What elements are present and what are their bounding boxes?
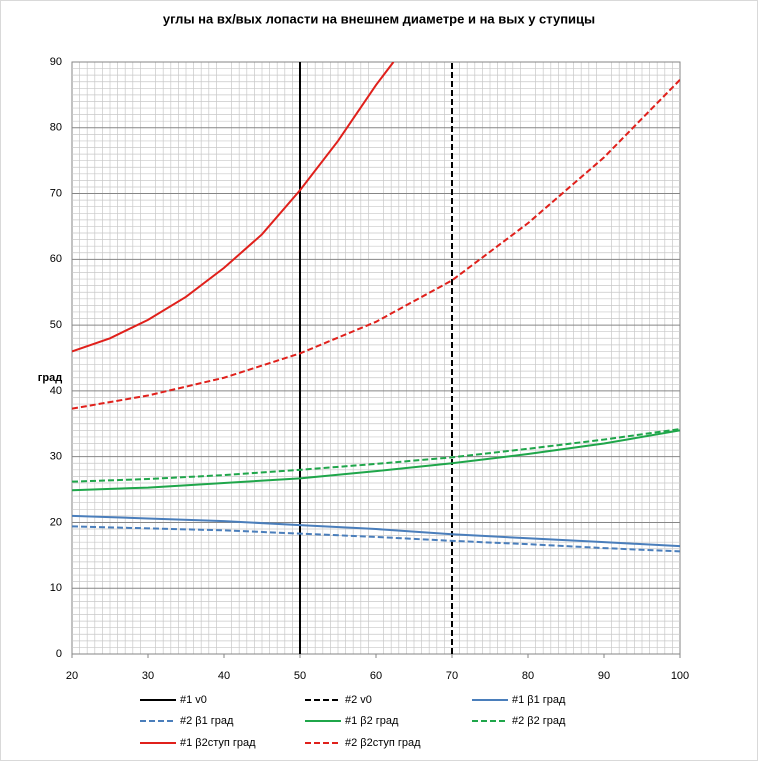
y-tick-label: 50 [50, 319, 62, 331]
x-tick-label: 90 [598, 670, 610, 682]
y-tick-label: 10 [50, 582, 62, 594]
legend-label: #1 β2 град [345, 715, 399, 727]
y-tick-label: 90 [50, 56, 62, 68]
series-line [72, 525, 680, 553]
x-tick-label: 70 [446, 670, 458, 682]
y-tick-label: 40 [50, 385, 62, 397]
legend-label: #1 v0 [180, 694, 207, 706]
y-tick-label: 30 [50, 451, 62, 463]
y-tick-label: 70 [50, 187, 62, 199]
y-tick-label: 80 [50, 122, 62, 134]
x-tick-label: 50 [294, 670, 306, 682]
legend-label: #1 β2ступ град [180, 737, 256, 749]
series-line [72, 62, 395, 353]
legend-label: #2 β2 град [512, 715, 566, 727]
y-axis-label: град [38, 372, 62, 384]
legend-label: #2 v0 [345, 694, 372, 706]
series-line [72, 428, 680, 483]
series-line [72, 429, 680, 492]
x-tick-label: 40 [218, 670, 230, 682]
y-tick-label: 0 [56, 648, 62, 660]
x-tick-label: 20 [66, 670, 78, 682]
x-tick-label: 100 [671, 670, 689, 682]
series-line [72, 79, 680, 410]
legend-label: #2 β1 град [180, 715, 234, 727]
x-tick-label: 30 [142, 670, 154, 682]
legend-label: #1 β1 град [512, 694, 566, 706]
y-tick-label: 20 [50, 516, 62, 528]
y-tick-label: 60 [50, 253, 62, 265]
x-tick-label: 80 [522, 670, 534, 682]
chart-title: углы на вх/вых лопасти на внешнем диамет… [163, 11, 595, 26]
legend-label: #2 β2ступ град [345, 737, 421, 749]
series-line [72, 514, 680, 548]
x-tick-label: 60 [370, 670, 382, 682]
